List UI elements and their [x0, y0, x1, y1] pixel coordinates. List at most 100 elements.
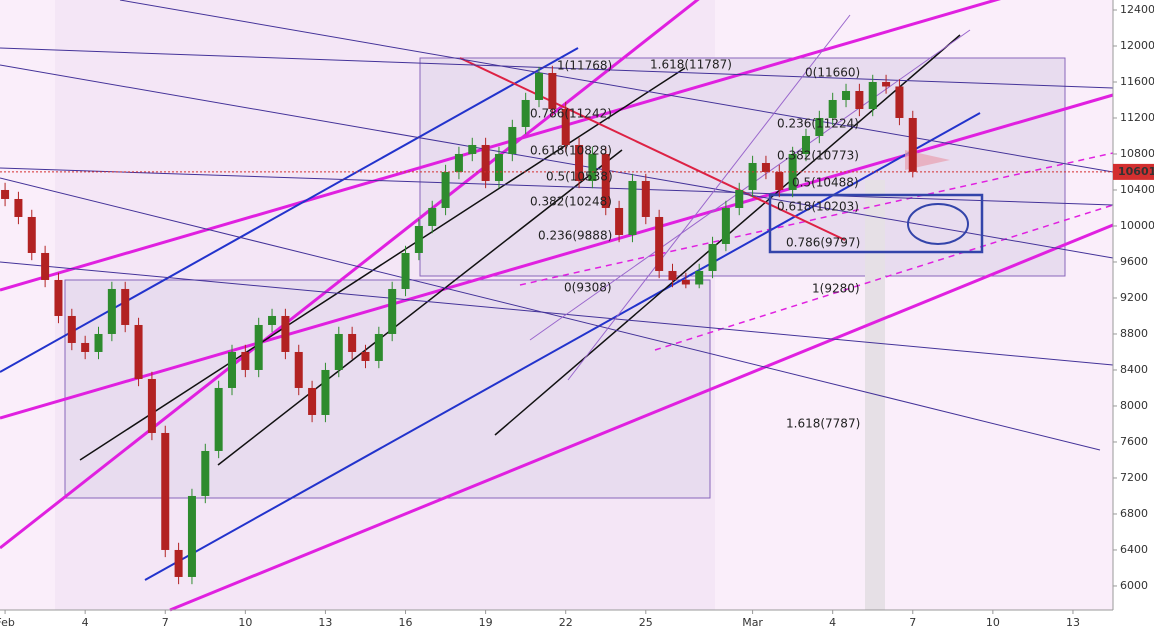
trend-line	[654, 204, 1114, 351]
candle-body	[147, 378, 156, 433]
candle-body	[1, 189, 10, 199]
y-tick-label: 10000	[1120, 219, 1154, 232]
y-tick-label: 8800	[1120, 327, 1148, 340]
candle-body	[308, 387, 317, 415]
candle-body	[721, 207, 730, 244]
candle-body	[815, 117, 824, 136]
candle-body	[668, 270, 677, 280]
highlight-ellipse	[907, 203, 969, 245]
candle-body	[361, 351, 370, 361]
candle-body	[81, 342, 90, 352]
candle-body	[67, 315, 76, 343]
last-price-label: 10601	[1118, 165, 1154, 178]
fib-label: 0.618(10203)	[777, 200, 859, 214]
y-axis-area	[1113, 0, 1154, 634]
candle-body	[54, 279, 63, 316]
candle-body	[708, 243, 717, 271]
candle-body	[441, 171, 450, 208]
trend-line	[169, 223, 1114, 612]
candle-body	[615, 207, 624, 235]
last-price-box	[1113, 163, 1154, 180]
x-tick-label: 13	[318, 616, 332, 629]
candle-body	[107, 288, 116, 334]
candle-body	[27, 216, 36, 253]
y-tick-label: 12400	[1120, 3, 1154, 16]
trend-line	[519, 152, 1114, 286]
fib-label: 0(11660)	[805, 66, 860, 80]
fib-label: 1(9280)	[812, 282, 860, 296]
candle-body	[548, 72, 557, 109]
fib-label: 0.5(10488)	[792, 176, 859, 190]
candle-body	[535, 72, 544, 100]
trend-line	[79, 67, 686, 461]
trend-line	[0, 47, 1114, 89]
candle-body	[268, 315, 277, 325]
y-tick-label: 6400	[1120, 543, 1148, 556]
candle-body	[254, 324, 263, 370]
candle-body	[801, 135, 810, 154]
fib-label: 0.382(10773)	[777, 149, 859, 163]
y-tick-label: 11200	[1120, 111, 1154, 124]
candle-body	[895, 86, 904, 118]
zone	[419, 57, 1066, 277]
candle-body	[14, 198, 23, 217]
fib-label: 0.786(9797)	[786, 236, 860, 250]
candle-body	[908, 117, 917, 172]
trend-line	[0, 0, 700, 550]
y-tick-label: 6800	[1120, 507, 1148, 520]
x-tick-label: Mar	[742, 616, 763, 629]
trend-line	[459, 57, 846, 241]
candle-body	[468, 144, 477, 154]
candle-body	[227, 351, 237, 388]
trend-line	[217, 149, 623, 466]
x-tick-label: 13	[1066, 616, 1080, 629]
candle-body	[201, 450, 210, 496]
candle-body	[481, 144, 490, 181]
candle-body	[628, 180, 637, 235]
candle-body	[401, 252, 410, 289]
y-tick-label: 9600	[1120, 255, 1148, 268]
candle-body	[348, 333, 357, 352]
candle-body	[695, 270, 704, 285]
candle-body	[414, 225, 423, 253]
x-tick-label: Feb	[0, 616, 15, 629]
fib-label: 1(11768)	[557, 59, 612, 73]
candle-body	[775, 171, 784, 190]
candle-body	[655, 216, 664, 271]
candle-body	[321, 369, 330, 415]
candle-body	[761, 162, 770, 172]
trend-line	[0, 47, 579, 373]
y-tick-label: 8400	[1120, 363, 1148, 376]
fib-label: 0.5(10538)	[546, 170, 613, 184]
fib-label: 1.618(11787)	[650, 58, 732, 72]
candle-body	[241, 351, 250, 370]
candle-body	[521, 99, 530, 127]
candle-body	[508, 126, 517, 154]
trend-line	[119, 0, 1114, 173]
trend-line	[0, 177, 1101, 451]
zone	[64, 279, 711, 499]
fib-label: 0.786(11242)	[530, 107, 612, 121]
fib-label: 1.618(7787)	[786, 417, 860, 431]
candle-body	[842, 90, 851, 100]
x-tick-label: 10	[238, 616, 252, 629]
x-tick-label: 19	[479, 616, 493, 629]
zone	[865, 180, 885, 610]
candle-body	[281, 315, 290, 352]
trend-line	[0, 167, 1114, 206]
x-tick-label: 25	[639, 616, 653, 629]
x-tick-label: 16	[399, 616, 413, 629]
candle-body	[681, 279, 690, 285]
candle-body	[828, 99, 837, 118]
y-tick-label: 9200	[1120, 291, 1148, 304]
y-tick-label: 12000	[1120, 39, 1154, 52]
candle-body	[494, 153, 503, 181]
candle-body	[641, 180, 650, 217]
candle-body	[748, 162, 757, 190]
candle-body	[294, 351, 303, 388]
candle-body	[41, 252, 50, 280]
x-tick-label: 10	[986, 616, 1000, 629]
candle-body	[601, 153, 610, 208]
